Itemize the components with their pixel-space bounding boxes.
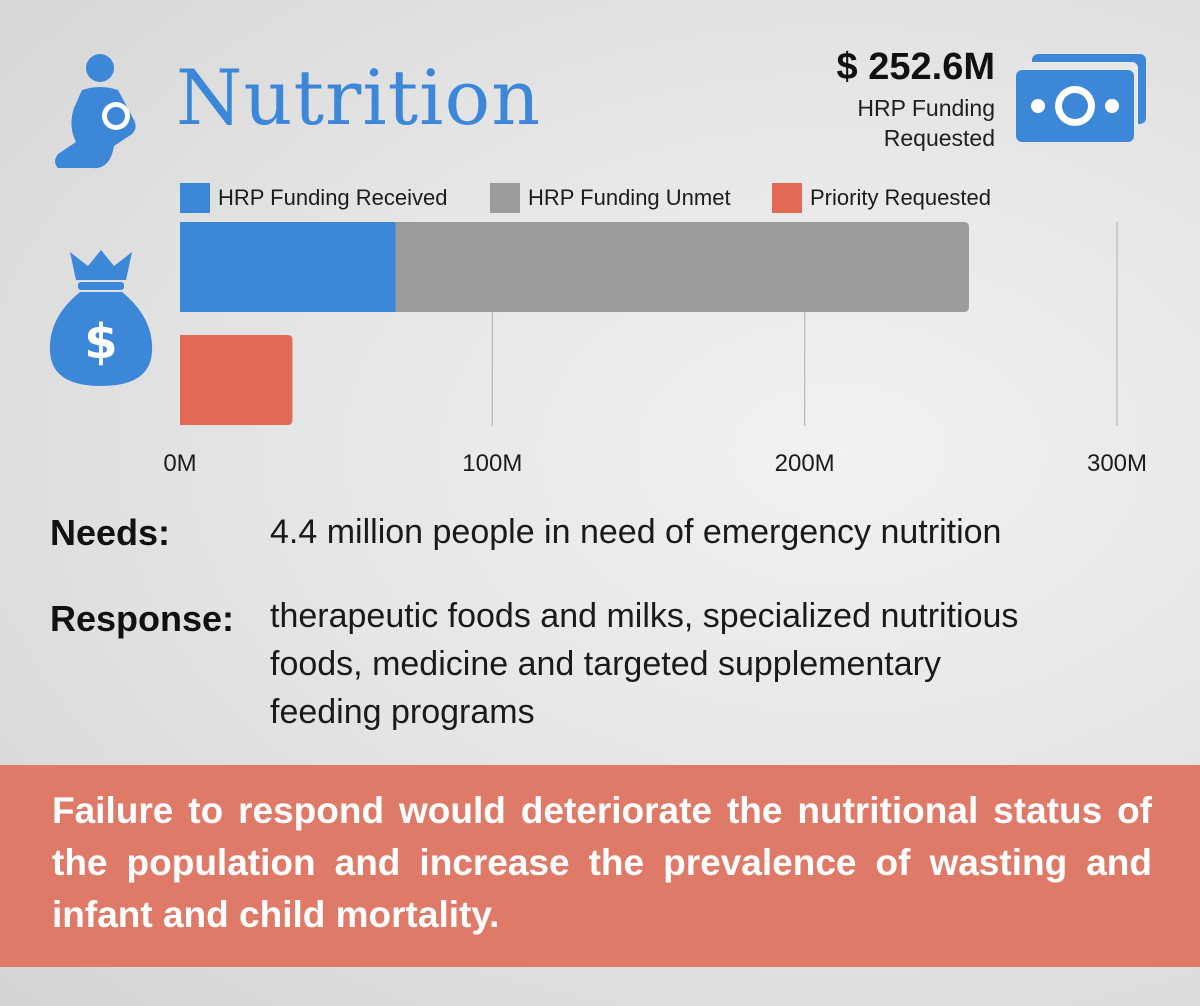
bar-segment-hrp-funding-received: [180, 222, 396, 312]
legend-item-unmet: HRP Funding Unmet: [490, 182, 731, 214]
legend-label-priority: Priority Requested: [810, 185, 991, 210]
legend-label-received: HRP Funding Received: [218, 185, 448, 210]
page-title: Nutrition: [176, 53, 542, 142]
legend-item-received: HRP Funding Received: [180, 182, 448, 214]
x-tick-label: 0M: [163, 450, 196, 477]
response-label: Response:: [50, 598, 235, 639]
bar-segment-priority-requested: [180, 335, 293, 425]
warning-text: Failure to respond would deteriorate the…: [52, 790, 1152, 935]
svg-text:$: $: [84, 314, 117, 370]
x-tick-label: 200M: [775, 450, 835, 477]
warning-banner: Failure to respond would deteriorate the…: [0, 765, 1200, 967]
bar-segment-hrp-funding-unmet: [395, 222, 969, 312]
legend-swatch-unmet: [490, 183, 520, 213]
funding-bar-chart: 0M 100M 200M 300M: [163, 222, 1147, 477]
legend-label-unmet: HRP Funding Unmet: [528, 185, 731, 210]
needs-text: 4.4 million people in need of emergency …: [270, 513, 1002, 551]
mother-baby-icon: [55, 54, 136, 169]
funding-requested-caption: HRP Funding Requested: [857, 95, 995, 151]
legend-swatch-received: [180, 183, 210, 213]
legend-item-priority: Priority Requested: [772, 182, 991, 214]
x-tick-label: 300M: [1087, 450, 1147, 477]
needs-label: Needs:: [50, 512, 171, 553]
money-bills-icon: [1016, 54, 1146, 142]
funding-requested-amount: $ 252.6M: [836, 46, 995, 88]
response-text: therapeutic foods and milks, specialized…: [270, 597, 1019, 731]
money-bag-icon: $: [49, 250, 153, 386]
x-tick-label: 100M: [462, 450, 522, 477]
legend-swatch-priority: [772, 183, 802, 213]
